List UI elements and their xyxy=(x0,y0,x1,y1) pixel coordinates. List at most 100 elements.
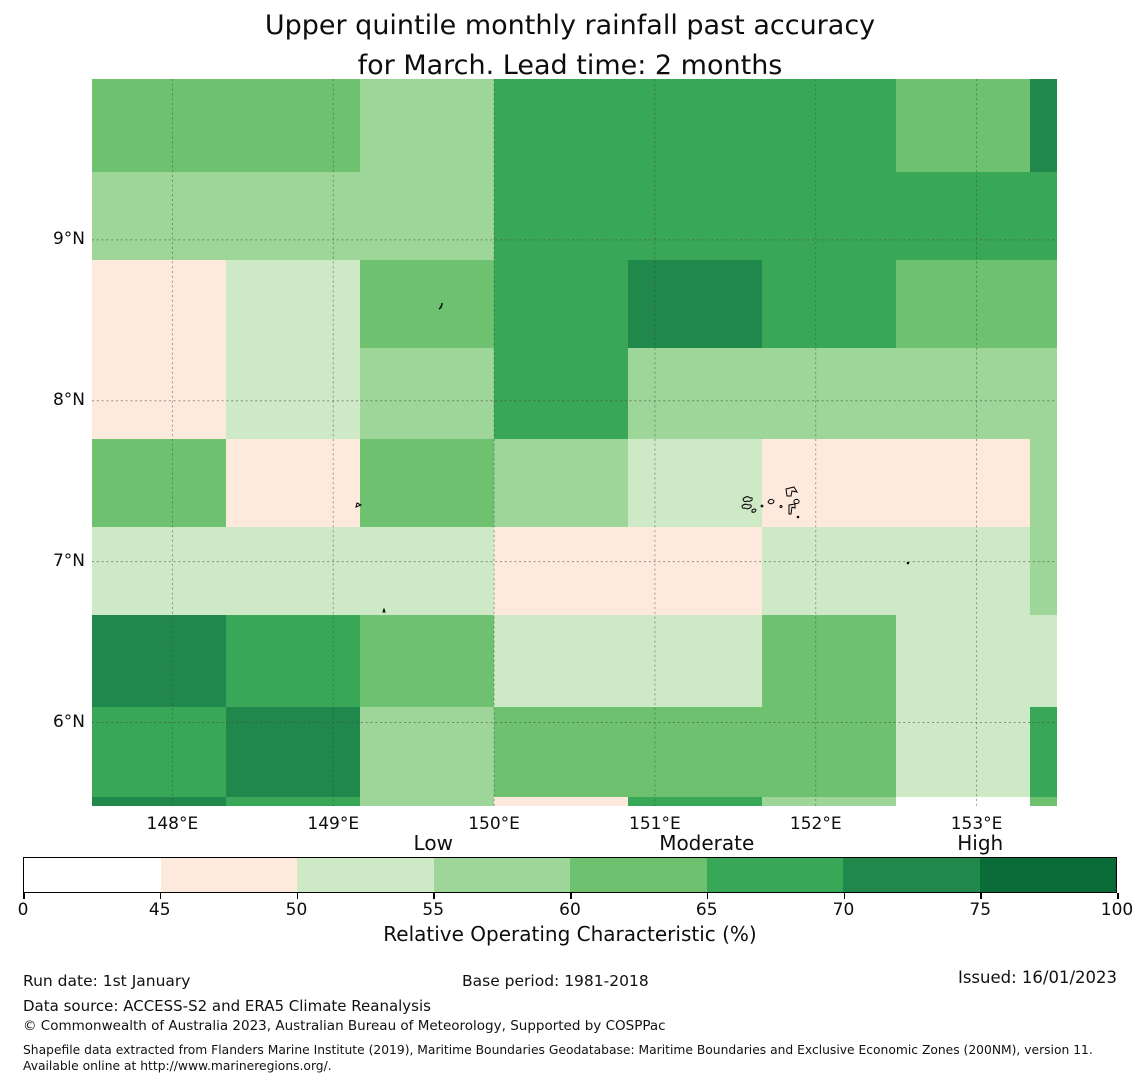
colorbar-segment xyxy=(24,858,161,892)
heatmap-cell xyxy=(1030,439,1057,527)
heatmap-cell xyxy=(896,172,1030,260)
heatmap-cell xyxy=(762,172,896,260)
colorbar xyxy=(23,857,1117,893)
heatmap-cell xyxy=(360,527,494,615)
heatmap-cell xyxy=(628,527,762,615)
heatmap-cell xyxy=(1030,527,1057,615)
colorbar-tick-label: 100 xyxy=(1100,900,1134,920)
colorbar-tick-mark xyxy=(980,893,982,899)
heatmap-cell xyxy=(628,260,762,348)
colorbar-segment xyxy=(297,858,434,892)
run-date-text: Run date: 1st January xyxy=(23,972,191,990)
heatmap-cell xyxy=(628,707,762,797)
chart-title-line1: Upper quintile monthly rainfall past acc… xyxy=(264,10,876,41)
heatmap-cell xyxy=(762,527,896,615)
heatmap-cell xyxy=(762,707,896,797)
heatmap-cell xyxy=(360,79,494,172)
copyright-text: © Commonwealth of Australia 2023, Austra… xyxy=(23,1018,666,1034)
colorbar-category-label: Moderate xyxy=(659,831,755,855)
colorbar-segment xyxy=(433,858,570,892)
colorbar-tick-label: 0 xyxy=(17,900,29,920)
heatmap-cell xyxy=(226,797,360,806)
colorbar-tick-mark xyxy=(570,893,572,899)
colorbar-tick-mark xyxy=(843,893,845,899)
y-tick-label: 8°N xyxy=(52,389,85,410)
colorbar-tick-mark xyxy=(296,893,298,899)
heatmap-cell xyxy=(360,260,494,348)
heatmap-cell xyxy=(92,172,226,260)
heatmap-cell xyxy=(92,707,226,797)
heatmap-plot-area: 9°N 8°N 7°N 6°N 148°E 149°E 150°E 151°E 152°E 15… xyxy=(53,79,1057,834)
heatmap-cell xyxy=(360,348,494,439)
heatmap-cell xyxy=(360,797,494,806)
heatmap-cell xyxy=(896,707,1030,797)
x-tick-label: 148°E xyxy=(146,814,199,834)
heatmap-cell xyxy=(896,797,1030,806)
heatmap-cell xyxy=(762,797,896,806)
heatmap-cell xyxy=(628,172,762,260)
colorbar-category-label: Low xyxy=(413,831,453,855)
heatmap-cell xyxy=(1030,260,1057,348)
heatmap-cell xyxy=(628,439,762,527)
base-period-text: Base period: 1981-2018 xyxy=(462,972,649,990)
heatmap-cell xyxy=(226,615,360,707)
colorbar-tick-label: 75 xyxy=(969,900,992,920)
heatmap-cell xyxy=(896,439,1030,527)
heatmap-cell xyxy=(360,172,494,260)
heatmap-cell xyxy=(92,260,226,348)
y-tick-label: 9°N xyxy=(52,228,85,249)
colorbar-tick-mark xyxy=(1117,893,1119,899)
colorbar-tick-label: 45 xyxy=(148,900,171,920)
heatmap-cell xyxy=(1030,79,1057,172)
heatmap-cell xyxy=(762,439,896,527)
heatmap-cell xyxy=(494,172,628,260)
heatmap-cell xyxy=(494,797,628,806)
heatmap-cell xyxy=(1030,797,1057,806)
x-tick-label: 150°E xyxy=(468,814,520,834)
colorbar-segment xyxy=(570,858,707,892)
heatmap-cell xyxy=(896,260,1030,348)
x-tick-label: 149°E xyxy=(307,814,360,834)
colorbar-tick-mark xyxy=(706,893,709,899)
heatmap-cell xyxy=(762,615,896,707)
colorbar-segment xyxy=(843,858,980,892)
heatmap-cell xyxy=(628,348,762,439)
issued-date-text: Issued: 16/01/2023 xyxy=(957,968,1117,987)
colorbar-tick-mark xyxy=(433,893,435,899)
shapefile-note-text: Shapefile data extracted from Flanders M… xyxy=(23,1043,1093,1073)
heatmap-cell xyxy=(494,260,628,348)
heatmap-cell xyxy=(1030,172,1057,260)
heatmap-cell xyxy=(494,439,628,527)
colorbar-tick-label: 65 xyxy=(695,900,718,920)
colorbar-tick-label: 70 xyxy=(832,900,855,920)
heatmap-cell xyxy=(92,615,226,707)
colorbar-axis-label: Relative Operating Characteristic (%) xyxy=(383,922,757,946)
x-tick-label: 153°E xyxy=(950,814,1003,834)
heatmap-cell xyxy=(360,707,494,797)
heatmap-cell xyxy=(494,348,628,439)
heatmap-cell xyxy=(762,79,896,172)
heatmap-cell xyxy=(226,439,360,527)
colorbar-tick-label: 50 xyxy=(285,900,308,920)
chart-title-line2: for March. Lead time: 2 months xyxy=(357,50,783,81)
colorbar-segment xyxy=(979,858,1116,892)
heatmap-cell xyxy=(762,348,896,439)
heatmap-cell xyxy=(1030,348,1057,439)
colorbar-category-label: High xyxy=(957,831,1004,855)
data-source-text: Data source: ACCESS-S2 and ERA5 Climate … xyxy=(23,997,431,1015)
heatmap-cell xyxy=(494,707,628,797)
heatmap-cell xyxy=(494,527,628,615)
heatmap-cell xyxy=(1030,615,1057,707)
heatmap-cell xyxy=(92,348,226,439)
heatmap-cell xyxy=(226,527,360,615)
heatmap-cell xyxy=(628,797,762,806)
colorbar-tick-mark xyxy=(159,893,162,899)
heatmap-cell xyxy=(1030,707,1057,797)
heatmap-cell xyxy=(628,79,762,172)
heatmap-cell xyxy=(494,79,628,172)
heatmap-cell xyxy=(226,707,360,797)
heatmap-cell xyxy=(628,615,762,707)
x-tick-label: 151°E xyxy=(629,814,681,834)
heatmap-cell xyxy=(92,439,226,527)
